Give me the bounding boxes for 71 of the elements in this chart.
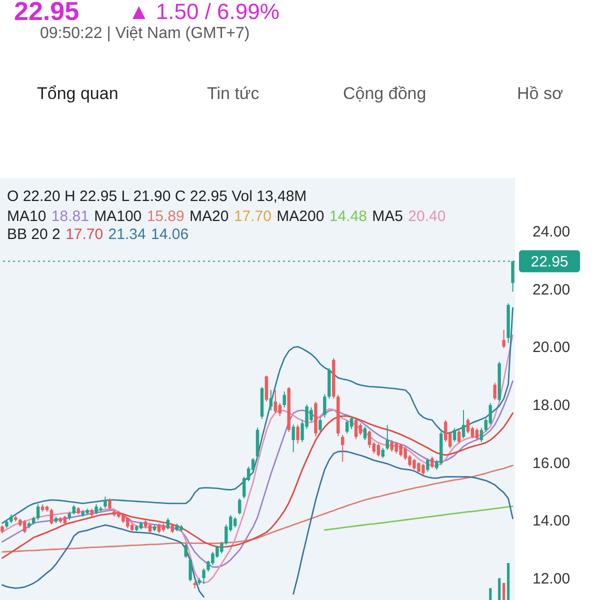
candlestick	[462, 409, 466, 439]
candlestick	[430, 456, 434, 469]
candlestick	[350, 416, 354, 430]
candlestick	[381, 447, 384, 458]
candlestick	[457, 429, 461, 444]
candlestick	[36, 504, 40, 521]
candlestick	[238, 498, 242, 515]
bar	[489, 588, 492, 600]
candlestick	[480, 427, 484, 443]
annotation: BB 20 2	[7, 226, 60, 243]
y-tick-label: 18.00	[532, 396, 570, 414]
text: Hồ sơ	[517, 84, 564, 103]
text: Tin tức	[207, 84, 260, 103]
candlestick	[170, 523, 174, 534]
annotation: 17.70 21.34 14.06	[66, 226, 189, 243]
candlestick	[264, 375, 268, 402]
candlestick	[323, 394, 326, 418]
candlestick	[426, 458, 430, 472]
candlestick	[475, 428, 479, 441]
candlestick	[202, 568, 206, 584]
candlestick	[166, 518, 170, 530]
candlestick	[278, 402, 282, 417]
candlestick	[296, 424, 300, 444]
candlestick	[148, 523, 152, 534]
ref-line-label: 22.95	[530, 253, 568, 270]
candlestick	[269, 390, 273, 411]
y-tick-label: 20.00	[532, 339, 570, 356]
bar	[498, 578, 501, 600]
y-tick-label: 22.00	[532, 281, 570, 298]
annotation: O 22.20 H 22.95 L 21.90 C 22.95 Vol 13,48M	[7, 188, 307, 205]
candlestick	[157, 523, 161, 534]
chart-subtitle: ▲ 1.50 / 6.99%	[128, 0, 280, 24]
y-tick-label: 14.00	[532, 512, 570, 530]
bar	[506, 563, 510, 600]
line-series	[324, 506, 514, 531]
chart-title: 22.95	[14, 0, 80, 26]
candlestick	[340, 434, 344, 462]
candlestick	[282, 390, 286, 408]
candlestick	[358, 422, 362, 436]
candlestick	[184, 542, 188, 558]
candlestick	[363, 426, 367, 441]
candlestick	[466, 418, 470, 434]
line-series	[2, 412, 514, 559]
candlestick	[368, 430, 372, 448]
text: 09:50:22 | Việt Nam (GMT+7)	[40, 25, 250, 42]
candlestick	[354, 418, 358, 440]
bar	[502, 582, 506, 600]
candlestick	[345, 420, 349, 434]
text: MA10 18.81 MA100 15.89 MA20 17.70 MA200 14.48 MA5 20.40	[7, 208, 446, 225]
candlestick	[502, 329, 506, 349]
candlestick	[493, 382, 496, 401]
candlestick	[50, 508, 54, 526]
candlestick	[108, 498, 112, 511]
candlestick	[188, 558, 192, 582]
candlestick	[444, 420, 448, 442]
candlestick	[104, 496, 107, 509]
candlestick	[292, 424, 295, 453]
y-tick-label: 12.00	[532, 570, 570, 588]
line-series	[2, 334, 514, 584]
y-tick-label: 16.00	[532, 454, 570, 472]
candlestick	[452, 428, 456, 442]
candlestick	[274, 390, 278, 414]
candlestick	[386, 424, 389, 450]
candlestick	[72, 504, 76, 515]
candlestick	[376, 443, 380, 458]
candlestick	[318, 416, 322, 432]
text: Cộng đồng	[343, 84, 426, 103]
line-series	[2, 464, 514, 553]
y-tick-label: 24.00	[532, 223, 570, 240]
text: Tổng quan	[37, 84, 118, 103]
line-series	[2, 307, 514, 524]
